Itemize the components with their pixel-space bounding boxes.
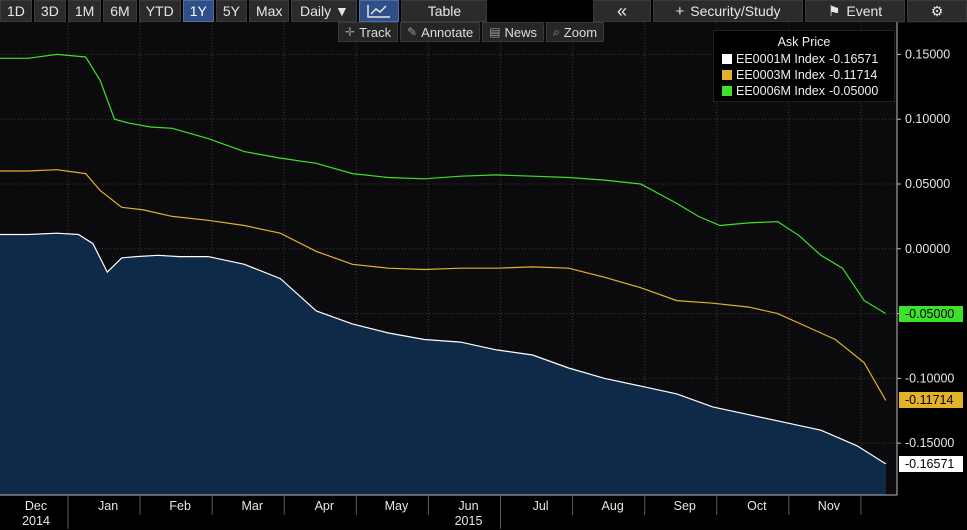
legend-series-value: -0.05000: [828, 84, 879, 98]
x-tick-year-label: 2015: [455, 514, 483, 528]
y-tick-label: -0.10000: [905, 371, 954, 385]
legend-series-value: -0.16571: [828, 52, 879, 66]
chart-subtoolbar: ✛ Track ✎ Annotate ▤ News ⌕ Zoom: [338, 22, 605, 42]
annotate-button[interactable]: ✎ Annotate: [400, 22, 481, 42]
zoom-button[interactable]: ⌕ Zoom: [546, 22, 605, 42]
toolbar: 1D 3D 1M 6M YTD 1Y 5Y Max Daily ▼ Table …: [0, 0, 967, 23]
chart-legend: Ask Price EE0001M Index -0.16571 EE0003M…: [713, 30, 895, 102]
y-tick-label: 0.05000: [905, 177, 950, 191]
legend-series-name: EE0001M Index: [736, 52, 825, 66]
event-label: Event: [846, 3, 883, 19]
news-label: News: [504, 24, 538, 40]
legend-entry: EE0003M Index -0.11714: [714, 67, 894, 83]
x-tick-label: Mar: [241, 499, 263, 513]
legend-swatch: [722, 70, 732, 80]
legend-series-value: -0.11714: [828, 68, 878, 82]
series-line-ee0006m: [0, 53, 887, 315]
track-label: Track: [359, 24, 392, 40]
y-tick-label: 0.00000: [905, 242, 950, 256]
legend-swatch: [722, 86, 732, 96]
line-chart-icon: [367, 5, 391, 18]
toolbar-spacer: [489, 0, 591, 22]
annotate-label: Annotate: [421, 24, 474, 40]
x-tick-label: Feb: [169, 499, 191, 513]
series-line-ee0001m: [0, 232, 887, 465]
legend-entry: EE0001M Index -0.16571: [714, 51, 894, 67]
x-tick-label: Oct: [747, 499, 767, 513]
range-3d-button[interactable]: 3D: [33, 0, 66, 22]
series-area-ee0001m: [0, 233, 886, 495]
crosshair-icon: ✛: [345, 25, 356, 39]
line-chart-view-button[interactable]: [359, 0, 400, 22]
news-button[interactable]: ▤ News: [482, 22, 545, 42]
settings-button[interactable]: ⚙: [907, 0, 967, 22]
legend-series-name: EE0003M Index: [736, 68, 825, 82]
last-value-tag-ee0006m: -0.05000: [899, 305, 963, 322]
add-icon: +: [675, 2, 685, 20]
range-1m-button[interactable]: 1M: [67, 0, 102, 22]
range-ytd-button[interactable]: YTD: [138, 0, 181, 22]
x-tick-label: Dec: [25, 499, 47, 513]
flag-icon: ⚑: [827, 2, 841, 19]
x-tick-label: Apr: [315, 499, 334, 513]
legend-swatch: [722, 54, 732, 64]
news-icon: ▤: [489, 25, 501, 39]
range-max-button[interactable]: Max: [248, 0, 290, 22]
range-1y-button[interactable]: 1Y: [182, 0, 214, 22]
range-6m-button[interactable]: 6M: [103, 0, 137, 22]
x-tick-label: May: [385, 499, 409, 513]
x-tick-label: Jun: [458, 499, 478, 513]
pencil-icon: ✎: [407, 25, 418, 39]
security-study-button[interactable]: + Security/Study: [653, 0, 803, 22]
range-1d-button[interactable]: 1D: [0, 0, 32, 22]
x-tick-year-label: 2014: [22, 514, 50, 528]
zoom-label: Zoom: [563, 24, 598, 40]
collapse-button[interactable]: «: [593, 0, 651, 22]
x-tick-label: Jan: [98, 499, 118, 513]
series-line-ee0003m: [0, 169, 887, 401]
x-tick-label: Aug: [602, 499, 624, 513]
x-tick-label: Nov: [818, 499, 841, 513]
legend-entry: EE0006M Index -0.05000: [714, 83, 894, 99]
y-tick-label: 0.15000: [905, 47, 950, 61]
legend-title: Ask Price: [777, 35, 831, 49]
gear-icon: ⚙: [930, 2, 944, 19]
y-tick-label: 0.10000: [905, 112, 950, 126]
magnifier-icon: ⌕: [553, 24, 560, 39]
range-5y-button[interactable]: 5Y: [215, 0, 247, 22]
frequency-dropdown[interactable]: Daily ▼: [291, 0, 358, 22]
track-button[interactable]: ✛ Track: [338, 22, 399, 42]
table-view-button[interactable]: Table: [401, 0, 488, 22]
x-tick-label: Sep: [674, 499, 696, 513]
x-tick-label: Jul: [533, 499, 549, 513]
y-tick-label: -0.15000: [905, 436, 954, 450]
legend-series-name: EE0006M Index: [736, 84, 825, 98]
security-study-label: Security/Study: [690, 3, 781, 19]
event-button[interactable]: ⚑ Event: [805, 0, 905, 22]
last-value-tag-ee0001m: -0.16571: [899, 455, 963, 472]
last-value-tag-ee0003m: -0.11714: [899, 392, 963, 409]
